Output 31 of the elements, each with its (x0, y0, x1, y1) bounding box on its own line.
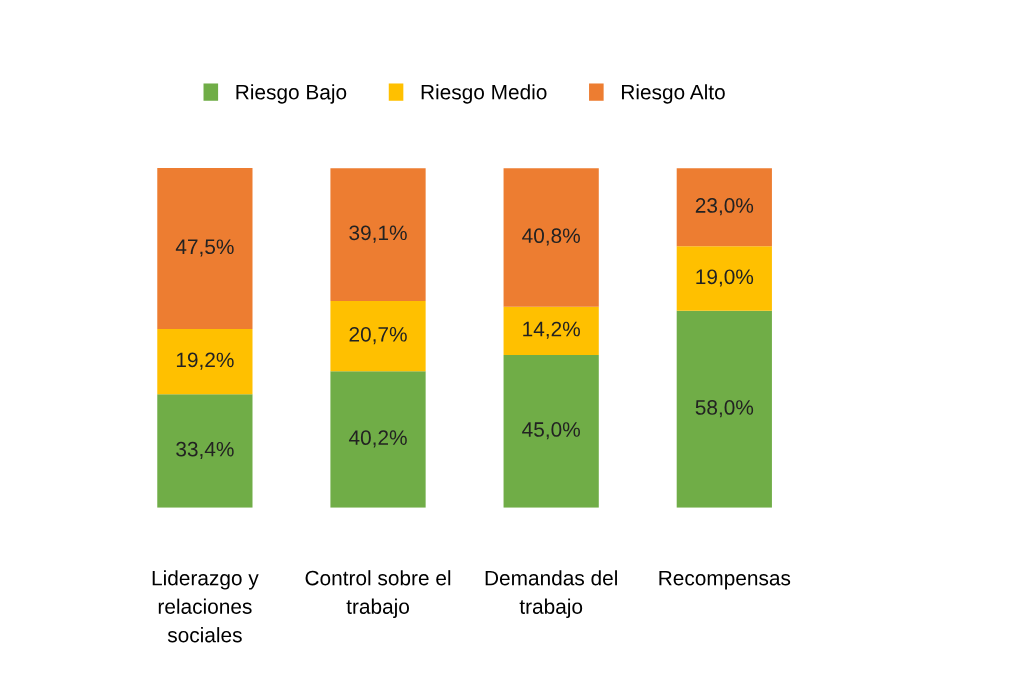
legend-label: Riesgo Alto (622, 84, 725, 104)
x-tick-label: Liderazgo y relaciones sociales (152, 570, 259, 643)
data-label: 19,2% (176, 352, 234, 370)
bar (330, 168, 426, 301)
data-label: 39,1% (349, 225, 407, 243)
bar (503, 168, 599, 307)
bar (157, 167, 253, 330)
data-label: 14,2% (523, 321, 580, 339)
data-label: 40,2% (348, 430, 407, 448)
data-label: 47,5% (175, 239, 234, 257)
bar (157, 329, 253, 395)
bar (330, 371, 426, 508)
x-tick-label: Demandas del trabajo (485, 570, 617, 619)
data-label: 58,0% (695, 400, 754, 418)
data-label: 33,4% (176, 441, 234, 460)
bar (157, 394, 253, 508)
bar (676, 168, 772, 247)
data-label: 23,0% (695, 198, 754, 216)
bar (676, 310, 772, 508)
legend-label: Riesgo Bajo (236, 84, 347, 104)
data-label: 40,8% (522, 228, 580, 246)
x-tick-label: Control sobre el trabajo (305, 570, 451, 619)
bar (330, 300, 426, 372)
bar (503, 354, 599, 508)
legend-label: Riesgo Medio (421, 84, 547, 104)
bar (676, 246, 772, 311)
bar (503, 306, 599, 355)
data-label: 19,0% (696, 269, 754, 287)
data-label: 20,7% (349, 326, 407, 345)
x-tick-label: Recompensas (659, 570, 791, 590)
data-label: 45,0% (522, 422, 580, 440)
